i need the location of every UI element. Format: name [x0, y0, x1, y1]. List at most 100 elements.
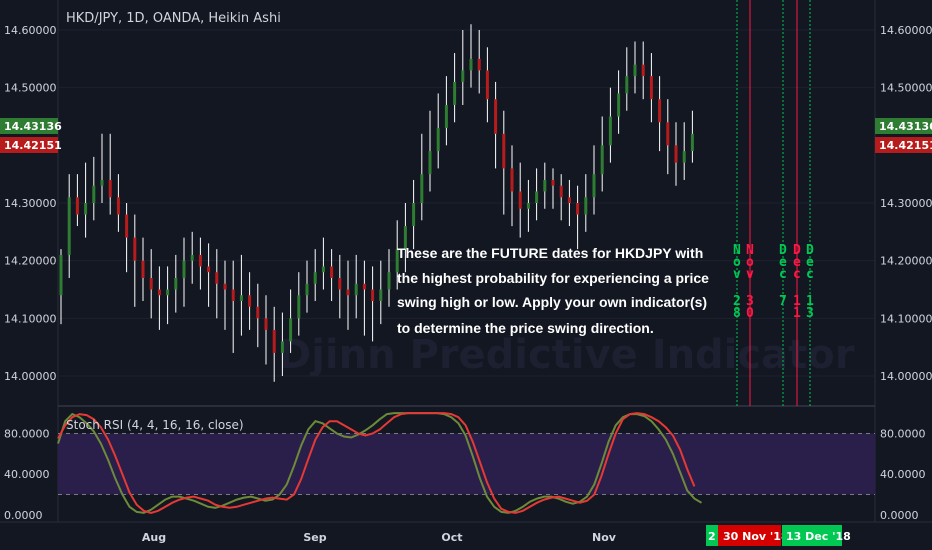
- candle-body: [289, 318, 293, 342]
- candle-body: [133, 237, 137, 261]
- candle-body: [485, 70, 489, 100]
- candle-body: [141, 260, 145, 278]
- candle-body: [600, 145, 604, 175]
- candle-body: [239, 295, 243, 302]
- candle-body: [403, 226, 407, 250]
- annotation-line-4: to determine the price swing direction.: [397, 320, 654, 336]
- candle-body: [297, 295, 301, 319]
- candle-body: [690, 133, 694, 152]
- candle-body: [666, 122, 670, 146]
- date-badge-2: [718, 525, 781, 546]
- stoch-rsi-band: [58, 433, 875, 495]
- annotation-text-block[interactable]: These are the FUTURE dates for HKDJPY wi…: [397, 245, 709, 336]
- candle-body: [608, 116, 612, 146]
- price-tick-label: 14.60000: [4, 24, 57, 37]
- future-date-month-char: v: [746, 267, 754, 282]
- candle-body: [116, 197, 120, 215]
- prev-price-badge-left: [0, 137, 58, 153]
- candle-body: [125, 214, 129, 238]
- candle-body: [641, 64, 645, 77]
- candle-body: [535, 191, 539, 203]
- candle-body: [272, 329, 276, 353]
- candle-body: [305, 283, 309, 296]
- candle-body: [576, 203, 580, 215]
- candle-body: [633, 64, 637, 77]
- candle-body: [444, 104, 448, 129]
- stoch-rsi-title: Stoch RSI (4, 4, 16, 16, close): [66, 418, 244, 432]
- price-tick-label: 14.50000: [4, 82, 57, 95]
- candle-body: [67, 197, 71, 255]
- candle-body: [190, 254, 194, 261]
- stoch-rsi-tick-label: 40.0000: [880, 468, 926, 481]
- future-date-month-char: D: [806, 243, 814, 258]
- time-tick-label: Nov: [592, 531, 617, 544]
- candle-body: [502, 133, 506, 169]
- prev-price-text-right: 14.42151: [879, 139, 932, 152]
- last-price-badge-right: [875, 118, 932, 134]
- candle-body: [567, 197, 571, 203]
- future-date-day-char: 0: [746, 306, 754, 321]
- future-date-month-char: e: [806, 255, 814, 270]
- annotation-line-3: swing high or low. Apply your own indica…: [397, 294, 707, 310]
- future-date-month-char: c: [793, 267, 801, 282]
- candle-body: [658, 99, 662, 123]
- candle-body: [223, 283, 227, 290]
- date-badges: 2 30 Nov '18 13 Dec '18: [706, 525, 851, 546]
- candle-body: [412, 203, 416, 227]
- candle-body: [248, 295, 252, 307]
- stoch-rsi-axis[interactable]: 80.0000 80.0000 40.0000 40.0000 0.0000 0.0000: [4, 427, 926, 521]
- stoch-rsi-tick-label: 80.0000: [880, 427, 926, 440]
- future-date-month-char: o: [733, 255, 741, 270]
- candle-body: [108, 179, 112, 198]
- time-axis[interactable]: Aug Sep Oct Nov: [142, 531, 617, 544]
- price-axis-right[interactable]: 14.60000 14.50000 14.30000 14.20000 14.10000…: [880, 24, 932, 383]
- time-tick-label: Aug: [142, 531, 166, 544]
- candle-body: [387, 272, 391, 290]
- stoch-rsi-tick-label: 0.0000: [4, 509, 43, 522]
- future-date-day-char: 3: [806, 306, 814, 321]
- date-badge-1: [706, 525, 718, 546]
- candle-body: [559, 185, 563, 198]
- watermark: Djinn Predictive Indicator: [278, 332, 855, 378]
- candle-body: [526, 203, 530, 209]
- price-badges: 14.43136 14.42151 14.43136 14.42151: [0, 118, 932, 153]
- stoch-rsi-d-line: [57, 412, 703, 514]
- candle-body: [59, 254, 63, 296]
- candle-body: [674, 145, 678, 163]
- future-date-month-char: e: [779, 255, 787, 270]
- stoch-rsi-k-line: [57, 412, 696, 514]
- future-date-day-char: 1: [806, 294, 814, 309]
- price-axis-left[interactable]: 14.60000 14.50000 14.30000 14.20000 14.10000…: [4, 24, 57, 383]
- price-tick-label: 14.20000: [880, 255, 932, 268]
- chart-title: HKD/JPY, 1D, OANDA, Heikin Ashi: [66, 11, 281, 26]
- candle-body: [354, 283, 358, 296]
- main-gridlines: [58, 29, 875, 377]
- candle-body: [330, 266, 334, 278]
- candle-body: [215, 272, 219, 284]
- candle-body: [510, 168, 514, 192]
- price-tick-label: 14.60000: [880, 24, 932, 37]
- price-tick-label: 14.20000: [4, 255, 57, 268]
- annotation-line-2: the highest probability for experiencing…: [397, 270, 709, 286]
- candle-body: [346, 289, 350, 296]
- candle-body: [84, 203, 88, 215]
- candle-body: [461, 70, 465, 82]
- candle-body: [453, 81, 457, 105]
- candle-body: [157, 289, 161, 296]
- future-date-month-char: D: [793, 243, 801, 258]
- candle-body: [395, 249, 399, 273]
- future-date-month-char: c: [779, 267, 787, 282]
- price-tick-label: 14.00000: [880, 370, 932, 383]
- candle-body: [198, 254, 202, 267]
- last-price-text-right: 14.43136: [879, 120, 932, 133]
- candle-body: [231, 289, 235, 302]
- future-date-day-char: 8: [733, 306, 741, 321]
- future-date-month-char: v: [733, 267, 741, 282]
- candle-body: [280, 341, 284, 353]
- candle-body: [338, 277, 342, 290]
- prev-price-text-left: 14.42151: [4, 139, 62, 152]
- date-badge-3: [782, 525, 842, 546]
- candlestick-series: [59, 24, 694, 382]
- price-tick-label: 14.10000: [880, 312, 932, 325]
- candle-body: [100, 179, 104, 186]
